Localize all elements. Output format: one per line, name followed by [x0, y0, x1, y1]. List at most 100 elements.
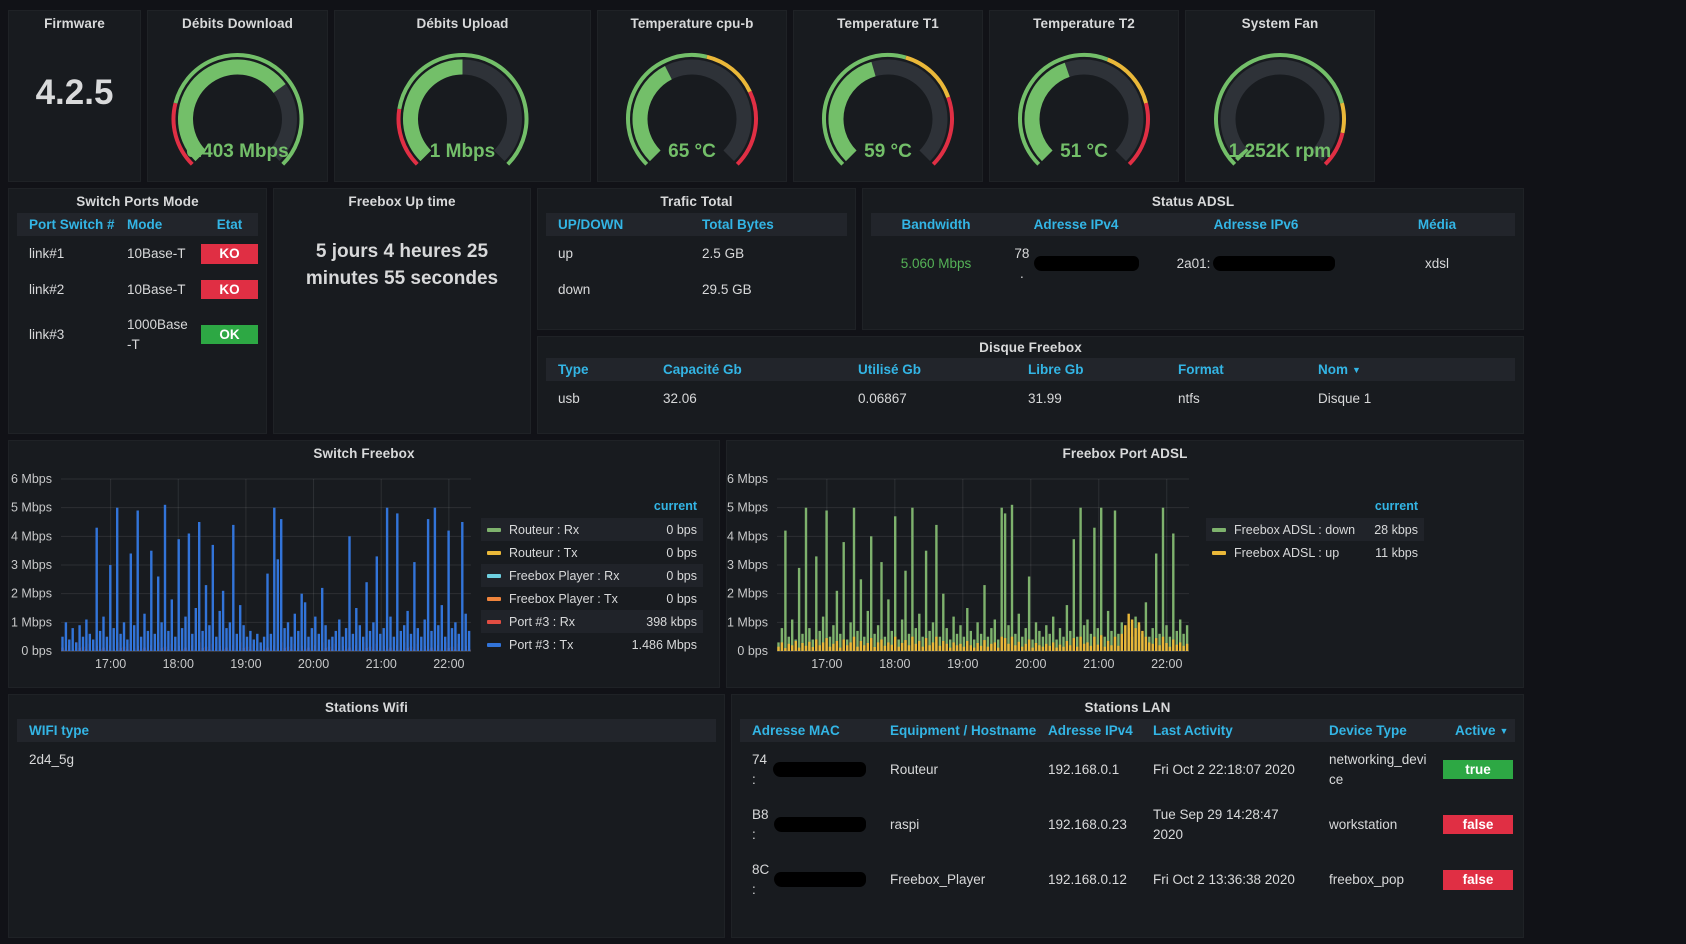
- table-cell: 10Base-T: [115, 272, 201, 308]
- panel-gauge-debits-upload: Débits Upload 1 Mbps: [334, 10, 591, 182]
- table-row: up 2.5 GB: [546, 236, 847, 272]
- column-header-capacit-gb[interactable]: Capacité Gb: [663, 362, 742, 377]
- legend-header-row: current: [1206, 499, 1424, 518]
- column-header-libre-gb[interactable]: Libre Gb: [1028, 362, 1084, 377]
- column-header-active[interactable]: Active ▼: [1455, 723, 1509, 738]
- panel-title[interactable]: Disque Freebox: [979, 340, 1082, 355]
- cell-text: usb: [558, 391, 580, 406]
- panel-title[interactable]: Switch Ports Mode: [76, 193, 199, 209]
- table-header-row: Type Capacité Gb Utilisé Gb Libre Gb Format N…: [546, 358, 1515, 381]
- table-row: B8: raspi 192.168.0.23 Tue Sep 29 14:28:47 …: [740, 797, 1515, 852]
- legend-item[interactable]: Freebox Player : Tx 0 bps: [481, 587, 703, 610]
- panel-title[interactable]: Stations LAN: [1084, 699, 1171, 715]
- column-header-adresse-ipv4[interactable]: Adresse IPv4: [1048, 723, 1133, 738]
- column-header-up-down[interactable]: UP/DOWN: [558, 217, 624, 232]
- panel-title-firmware[interactable]: Firmware: [44, 15, 105, 31]
- gauge-svg: 1.252K rpm: [1214, 52, 1346, 166]
- gauge-svg: 59 °C: [822, 53, 954, 166]
- column-header-type[interactable]: Type: [558, 362, 589, 377]
- status-cell: false: [1443, 852, 1513, 907]
- cell-text: 192.168.0.12: [1048, 872, 1127, 888]
- table-row: 2d4_5g: [17, 742, 716, 778]
- column-header-mode[interactable]: Mode: [127, 217, 163, 232]
- legend-item[interactable]: Freebox Player : Rx 0 bps: [481, 564, 703, 587]
- y-axis-tick: 1 Mbps: [727, 615, 768, 629]
- legend-item[interactable]: Routeur : Tx 0 bps: [481, 541, 703, 564]
- panel-title[interactable]: Débits Upload: [416, 15, 509, 31]
- uptime-value: 5 jours 4 heures 25 minutes 55 secondes: [305, 241, 499, 289]
- status-cell: KO: [201, 272, 258, 308]
- legend-item[interactable]: Port #3 : Rx 398 kbps: [481, 610, 703, 633]
- cell-text: networking_device: [1329, 752, 1427, 787]
- column-header-utilis-gb[interactable]: Utilisé Gb: [858, 362, 922, 377]
- gauge-svg: 1 Mbps: [396, 52, 529, 166]
- legend-series-swatch: [487, 596, 501, 601]
- table-cell: workstation: [1317, 797, 1443, 852]
- table-row: usb 32.06 0.06867 31.99 ntfs Disque 1: [546, 381, 1515, 417]
- column-header-bandwidth[interactable]: Bandwidth: [901, 217, 971, 232]
- column-header-device-type[interactable]: Device Type: [1329, 723, 1407, 738]
- table-cell: 192.168.0.23: [1036, 797, 1141, 852]
- switch-freebox-time-series[interactable]: 6 Mbps 5 Mbps 4 Mbps 3 Mbps 2 Mbps 1 Mbps 0 bp…: [9, 465, 719, 687]
- panel-title[interactable]: System Fan: [1241, 15, 1319, 31]
- column-header-port-switch-[interactable]: Port Switch #▲: [29, 217, 115, 232]
- panel-title[interactable]: Freebox Up time: [348, 193, 456, 209]
- gauge-svg: 6.403 Mbps: [171, 52, 304, 166]
- legend-item[interactable]: Port #3 : Tx 1.486 Mbps: [481, 633, 703, 656]
- column-header-adresse-ipv6[interactable]: Adresse IPv6: [1213, 217, 1299, 232]
- table-row: 5.060 Mbps 78. 2a01: xdsl: [871, 236, 1515, 291]
- gauge-value: 59 °C: [864, 141, 912, 162]
- y-axis-tick: 0 bps: [21, 644, 52, 658]
- cell-text: 8C:: [752, 862, 770, 897]
- y-axis-tick: 1 Mbps: [11, 615, 52, 629]
- table-cell: xdsl: [1361, 236, 1513, 291]
- panel-title[interactable]: Trafic Total: [660, 193, 733, 209]
- column-header-adresse-mac[interactable]: Adresse MAC: [752, 723, 840, 738]
- legend-current-value: 0 bps: [666, 568, 697, 583]
- table-cell: Freebox_Player: [878, 852, 1036, 907]
- cell-text: 5.060 Mbps: [900, 255, 972, 271]
- panel-stations-wifi: Stations Wifi WIFI type 2d4_5g: [8, 694, 725, 938]
- panel-title[interactable]: Temperature T2: [1033, 15, 1135, 31]
- cell-text: Fri Oct 2 22:18:07 2020: [1153, 761, 1295, 777]
- panel-title[interactable]: Status ADSL: [1151, 193, 1235, 209]
- legend-item[interactable]: Freebox ADSL : down 28 kbps: [1206, 518, 1424, 541]
- y-axis-tick: 3 Mbps: [727, 558, 768, 572]
- legend-series-label: Freebox Player : Tx: [509, 591, 618, 606]
- column-header-last-activity[interactable]: Last Activity: [1153, 723, 1233, 738]
- legend-header-row: current: [481, 499, 703, 518]
- column-header-m-dia[interactable]: Média: [1417, 217, 1457, 232]
- status-cell: OK: [201, 307, 258, 362]
- gauge-value: 65 °C: [668, 141, 716, 162]
- panel-title[interactable]: Temperature cpu-b: [630, 15, 754, 31]
- panel-title[interactable]: Débits Download: [181, 15, 293, 31]
- panel-title[interactable]: Switch Freebox: [313, 445, 415, 461]
- x-axis-tick: 20:00: [1015, 657, 1046, 671]
- y-axis-tick: 2 Mbps: [727, 587, 768, 601]
- column-header-adresse-ipv4[interactable]: Adresse IPv4: [1033, 217, 1119, 232]
- column-header-total-bytes[interactable]: Total Bytes: [702, 217, 774, 232]
- cell-text: Tue Sep 29 14:28:47 2020: [1153, 807, 1279, 842]
- column-header-wifi-type[interactable]: WIFI type: [29, 723, 89, 738]
- column-header-nom[interactable]: Nom ▼: [1318, 362, 1361, 377]
- legend-item[interactable]: Freebox ADSL : up 11 kbps: [1206, 541, 1424, 564]
- column-header-format[interactable]: Format: [1178, 362, 1224, 377]
- freebox-port-adsl-time-series[interactable]: 6 Mbps 5 Mbps 4 Mbps 3 Mbps 2 Mbps 1 Mbps 0 bp…: [727, 465, 1523, 687]
- table-cell: 29.5 GB: [690, 272, 847, 308]
- panel-freebox-port-adsl-chart: Freebox Port ADSL 6 Mbps 5 Mbps 4 Mbps 3 Mb…: [726, 440, 1524, 688]
- panel-title[interactable]: Stations Wifi: [325, 699, 408, 715]
- column-header-etat[interactable]: Etat: [216, 217, 243, 232]
- y-axis-tick: 0 bps: [737, 644, 768, 658]
- panel-gauge-temp-t1: Temperature T1 59 °C: [793, 10, 983, 182]
- chart-legend: current Freebox ADSL : down 28 kbps Freebox…: [1206, 499, 1424, 564]
- legend-series-swatch: [487, 550, 501, 555]
- legend-current-value: 1.486 Mbps: [631, 637, 697, 652]
- x-axis-tick: 22:00: [433, 657, 464, 671]
- status-cell: true: [1443, 742, 1513, 797]
- column-header-equipment-hostname[interactable]: Equipment / Hostname: [890, 723, 1036, 738]
- legend-series-swatch: [487, 527, 501, 532]
- panel-title[interactable]: Freebox Port ADSL: [1062, 445, 1188, 461]
- cell-text: Routeur: [890, 761, 939, 777]
- legend-item[interactable]: Routeur : Rx 0 bps: [481, 518, 703, 541]
- panel-title[interactable]: Temperature T1: [837, 15, 939, 31]
